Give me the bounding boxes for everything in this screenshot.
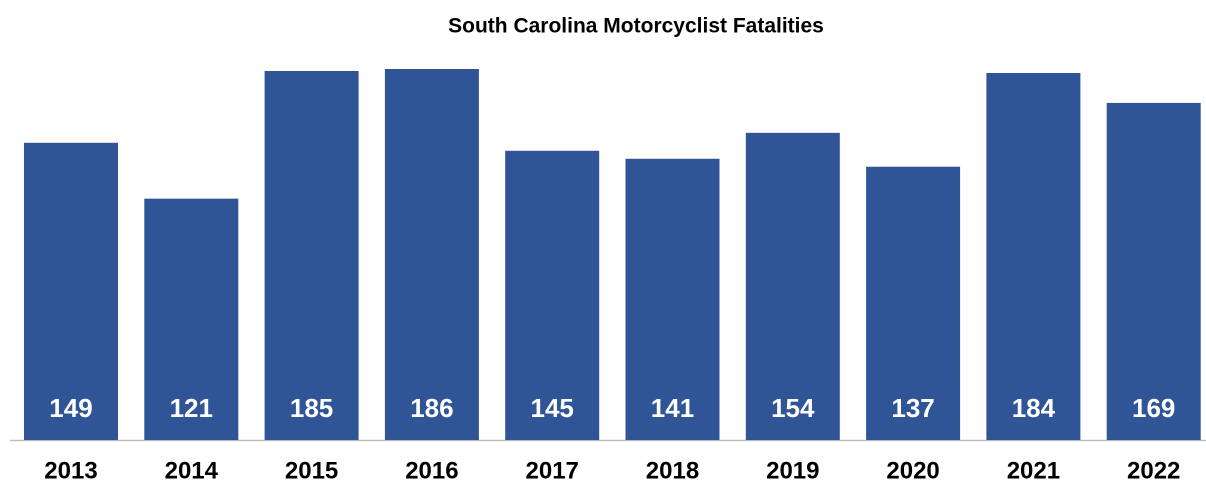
- x-tick-label: 2017: [526, 457, 579, 484]
- data-label: 154: [771, 393, 815, 423]
- x-tick-label: 2022: [1127, 457, 1180, 484]
- x-tick-label: 2018: [646, 457, 699, 484]
- x-tick-label: 2019: [766, 457, 819, 484]
- bar: [264, 70, 359, 440]
- data-label: 137: [891, 393, 934, 423]
- bar: [745, 132, 840, 441]
- data-label: 141: [651, 393, 694, 423]
- bar: [384, 69, 479, 440]
- data-label: 184: [1012, 393, 1056, 423]
- bar: [144, 198, 239, 440]
- bar: [24, 142, 118, 440]
- x-tick-label: 2020: [886, 457, 939, 484]
- bar: [986, 72, 1081, 440]
- bar: [1106, 102, 1201, 440]
- data-label: 149: [49, 393, 92, 423]
- data-label: 186: [410, 393, 453, 423]
- x-tick-label: 2015: [285, 457, 338, 484]
- bar: [866, 166, 961, 440]
- x-tick-label: 2021: [1007, 457, 1060, 484]
- data-label: 145: [531, 393, 574, 423]
- data-label: 169: [1132, 393, 1175, 423]
- x-tick-label: 2014: [165, 457, 219, 484]
- x-tick-label: 2016: [405, 457, 458, 484]
- chart-title: South Carolina Motorcyclist Fatalities: [448, 15, 824, 38]
- data-label: 121: [170, 393, 213, 423]
- bar: [625, 158, 720, 441]
- bar: [505, 150, 600, 440]
- data-label: 185: [290, 393, 333, 423]
- x-tick-label: 2013: [44, 457, 97, 484]
